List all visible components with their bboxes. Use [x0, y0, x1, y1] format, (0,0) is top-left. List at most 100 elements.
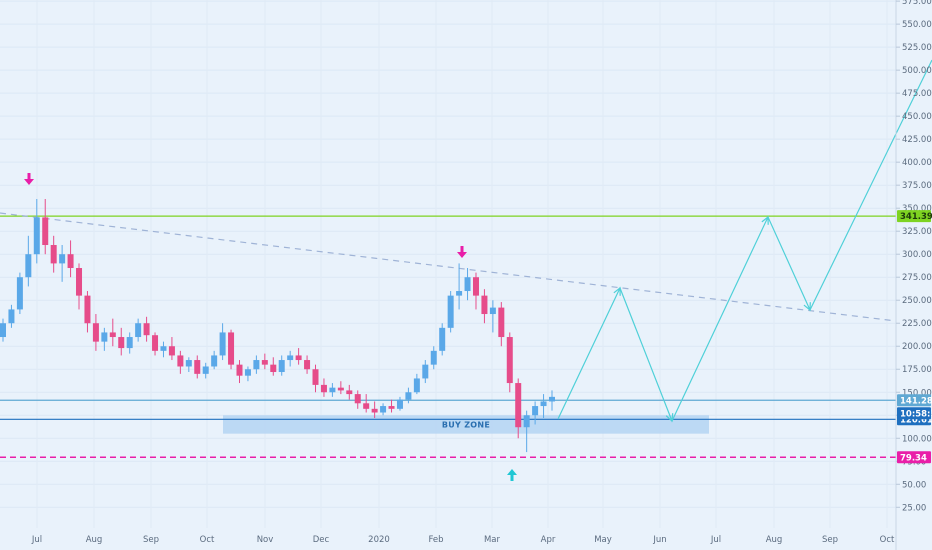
- candle-body: [354, 394, 361, 404]
- projection-arrowhead: [761, 215, 769, 225]
- candle-body: [50, 245, 57, 264]
- candle-body: [337, 387, 344, 391]
- grid: [0, 0, 896, 508]
- price-tag-text: 341.39: [900, 212, 932, 222]
- candle-body: [202, 366, 209, 374]
- candle-body: [211, 355, 218, 367]
- y-tick-label: 300.00: [902, 250, 932, 260]
- candle-body: [177, 355, 184, 367]
- y-tick-label: 500.00: [902, 66, 932, 76]
- candle-body: [320, 384, 327, 393]
- y-tick-label: 100.00: [902, 434, 932, 444]
- candle-body: [194, 360, 201, 374]
- down-arrow-head: [457, 252, 467, 258]
- candle-body: [363, 403, 370, 409]
- x-tick-label: Sep: [143, 535, 159, 545]
- candle-body: [278, 360, 285, 373]
- buy-zone-label: BUY ZONE: [442, 420, 490, 429]
- candle-body: [101, 332, 108, 342]
- y-tick-label: 525.00: [902, 43, 932, 53]
- y-tick-label: 325.00: [902, 227, 932, 237]
- price-tag-text: 141.28: [900, 396, 932, 406]
- trendline: [0, 212, 897, 322]
- candle-body: [472, 277, 479, 296]
- x-tick-label: Oct: [880, 535, 895, 545]
- up-arrow-shaft: [510, 473, 514, 481]
- price-tag-bg: [897, 394, 931, 407]
- candle-body: [253, 360, 260, 370]
- candle-body: [371, 408, 378, 413]
- candle-body: [160, 346, 167, 351]
- candle-body: [515, 383, 522, 428]
- price-tag-bg: [897, 210, 931, 223]
- level-lines: [0, 215, 896, 459]
- candle-body: [118, 337, 125, 349]
- candle-body: [236, 364, 243, 376]
- candle-body: [67, 254, 74, 269]
- x-tick-label: Jul: [710, 535, 721, 545]
- projection-arrowhead: [613, 286, 621, 296]
- y-tick-label: 200.00: [902, 342, 932, 352]
- candle-body: [0, 323, 6, 338]
- price-tags: 341.39 141.28 120.61 79.34 10:58:35: [897, 210, 932, 464]
- candle-body: [312, 369, 319, 385]
- projection-arrowheads: [613, 215, 811, 423]
- x-tick-label: Aug: [86, 535, 103, 545]
- candlesticks: [0, 198, 555, 453]
- x-tick-label: Jul: [31, 535, 42, 545]
- candle-body: [270, 364, 277, 373]
- candle-body: [506, 337, 513, 384]
- y-tick-label: 550.00: [902, 20, 932, 30]
- markers: [24, 173, 517, 481]
- down-arrow-shaft: [27, 173, 31, 181]
- candle-body: [261, 360, 268, 365]
- candle-body: [185, 360, 192, 367]
- y-tick-label: 475.00: [902, 89, 932, 99]
- candle-body: [439, 327, 446, 351]
- y-tick-label: 450.00: [902, 112, 932, 122]
- x-tick-label: Sep: [822, 535, 838, 545]
- y-tick-label: 400.00: [902, 158, 932, 168]
- candle-body: [447, 295, 454, 328]
- candle-body: [295, 355, 302, 361]
- y-tick-label: 25.00: [902, 503, 926, 513]
- candle-body: [464, 277, 471, 292]
- candle-body: [168, 346, 175, 356]
- x-tick-label: Dec: [313, 535, 330, 545]
- x-tick-label: Feb: [428, 535, 443, 545]
- x-tick-label: Apr: [541, 535, 556, 545]
- candle-body: [59, 254, 66, 264]
- y-tick-label: 250.00: [902, 296, 932, 306]
- candle-body: [42, 217, 49, 246]
- y-tick-label: 175.00: [902, 365, 932, 375]
- x-tick-label: Aug: [766, 535, 783, 545]
- x-tick-label: May: [594, 535, 612, 545]
- y-tick-label: 275.00: [902, 273, 932, 283]
- x-tick-label: Nov: [257, 535, 274, 545]
- candle-body: [219, 332, 226, 356]
- y-tick-label: 350.00: [902, 204, 932, 214]
- x-tick-label: Jun: [652, 535, 666, 545]
- candle-body: [76, 268, 83, 296]
- candle-body: [456, 291, 463, 296]
- price-tag-text: 79.34: [900, 453, 927, 463]
- candle-body: [135, 323, 142, 338]
- x-tick-label: Mar: [484, 535, 501, 545]
- candle-body: [244, 369, 251, 376]
- candle-body: [380, 406, 387, 413]
- x-tick-label: Oct: [200, 535, 215, 545]
- candle-body: [540, 401, 547, 407]
- candle-body: [481, 295, 488, 315]
- candle-body: [84, 295, 91, 324]
- y-tick-label: 575.00: [902, 0, 932, 7]
- candle-body: [523, 415, 530, 428]
- candle-body: [430, 350, 437, 365]
- y-tick-label: 225.00: [902, 319, 932, 329]
- candle-body: [532, 406, 539, 416]
- down-arrow-shaft: [460, 246, 464, 254]
- down-arrow-head: [24, 179, 34, 185]
- candle-body: [126, 337, 133, 349]
- candle-body: [287, 355, 294, 361]
